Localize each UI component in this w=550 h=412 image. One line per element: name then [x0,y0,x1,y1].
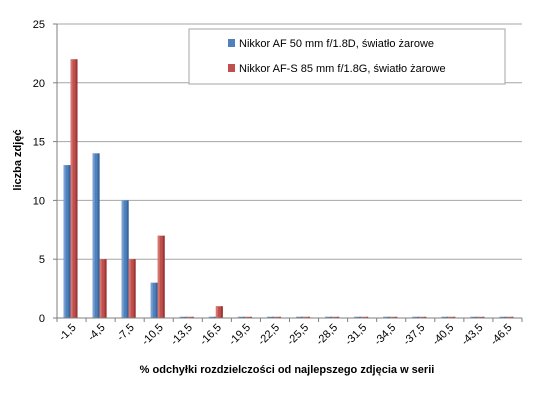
bar-af-50mm [325,316,333,318]
x-axis-title: % odchyłki rozdzielczości od najlepszego… [140,364,435,376]
bar-af-s-85mm [273,316,281,318]
bars [63,59,514,318]
x-tick-label: -10,5 [140,322,166,348]
bar-af-50mm [237,316,245,318]
bar-af-50mm [354,316,362,318]
bar-af-s-85mm [361,316,369,318]
bar-af-50mm [470,316,478,318]
y-tick-label: 0 [39,313,45,325]
bar-af-s-85mm [477,316,485,318]
y-tick-label: 5 [39,254,45,266]
bar-af-s-85mm [419,316,427,318]
legend-swatch [228,39,235,47]
y-tick-label: 25 [33,19,45,31]
bar-af-s-85mm [70,59,78,318]
bar-af-50mm [179,316,187,318]
bar-af-s-85mm [332,316,340,318]
bar-af-s-85mm [186,316,194,318]
bar-af-s-85mm [244,316,252,318]
x-tick-label: -19,5 [227,322,253,348]
x-tick-label: -7,5 [115,322,137,344]
legend-label: Nikkor AF-S 85 mm f/1.8G, światło żarowe [239,63,446,75]
x-tick-label: -43,5 [459,322,485,348]
x-tick-label: -28,5 [314,322,340,348]
legend-box [188,28,506,85]
bar-af-s-85mm [448,316,456,318]
x-tick-label: -40,5 [430,322,456,348]
legend-label: Nikkor AF 50 mm f/1.8D, światło żarowe [239,38,434,50]
legend: Nikkor AF 50 mm f/1.8D, światło żarowe Ni… [188,28,506,85]
bar-af-50mm [208,316,216,318]
bar-af-s-85mm [157,235,165,318]
bar-af-50mm [412,316,420,318]
bar-af-s-85mm [99,259,107,318]
y-axis-ticks: 0 5 10 15 20 25 [33,19,57,325]
x-tick-label: -4,5 [86,322,108,344]
y-tick-label: 10 [33,195,45,207]
bar-af-50mm [63,165,71,318]
bar-af-50mm [92,153,100,318]
x-axis-ticks: -1,5 -4,5 -7,5 -10,5 -13,5 -16,5 -19,5 -22,5 -25… [56,318,523,348]
y-tick-label: 20 [33,78,45,90]
bar-af-s-85mm [303,316,311,318]
bar-af-50mm [266,316,274,318]
legend-swatch [228,64,235,72]
x-tick-label: -46,5 [488,322,514,348]
bar-af-50mm [441,316,449,318]
bar-af-s-85mm [215,306,223,318]
bar-af-s-85mm [390,316,398,318]
x-tick-label: -16,5 [198,322,224,348]
bar-af-50mm [383,316,391,318]
bar-af-50mm [296,316,304,318]
bar-af-s-85mm [506,316,514,318]
x-tick-label: -34,5 [372,322,398,348]
bar-af-50mm [499,316,507,318]
x-tick-label: -22,5 [256,322,282,348]
x-tick-label: -31,5 [343,322,369,348]
bar-af-s-85mm [128,259,136,318]
x-tick-label: -37,5 [401,322,427,348]
y-axis-title: liczba zdjęć [12,129,24,190]
bar-af-50mm [150,282,158,318]
x-tick-label: -13,5 [169,322,195,348]
x-tick-label: -1,5 [57,322,79,344]
x-tick-label: -25,5 [285,322,311,348]
y-tick-label: 15 [33,137,45,149]
bar-af-50mm [121,200,129,318]
